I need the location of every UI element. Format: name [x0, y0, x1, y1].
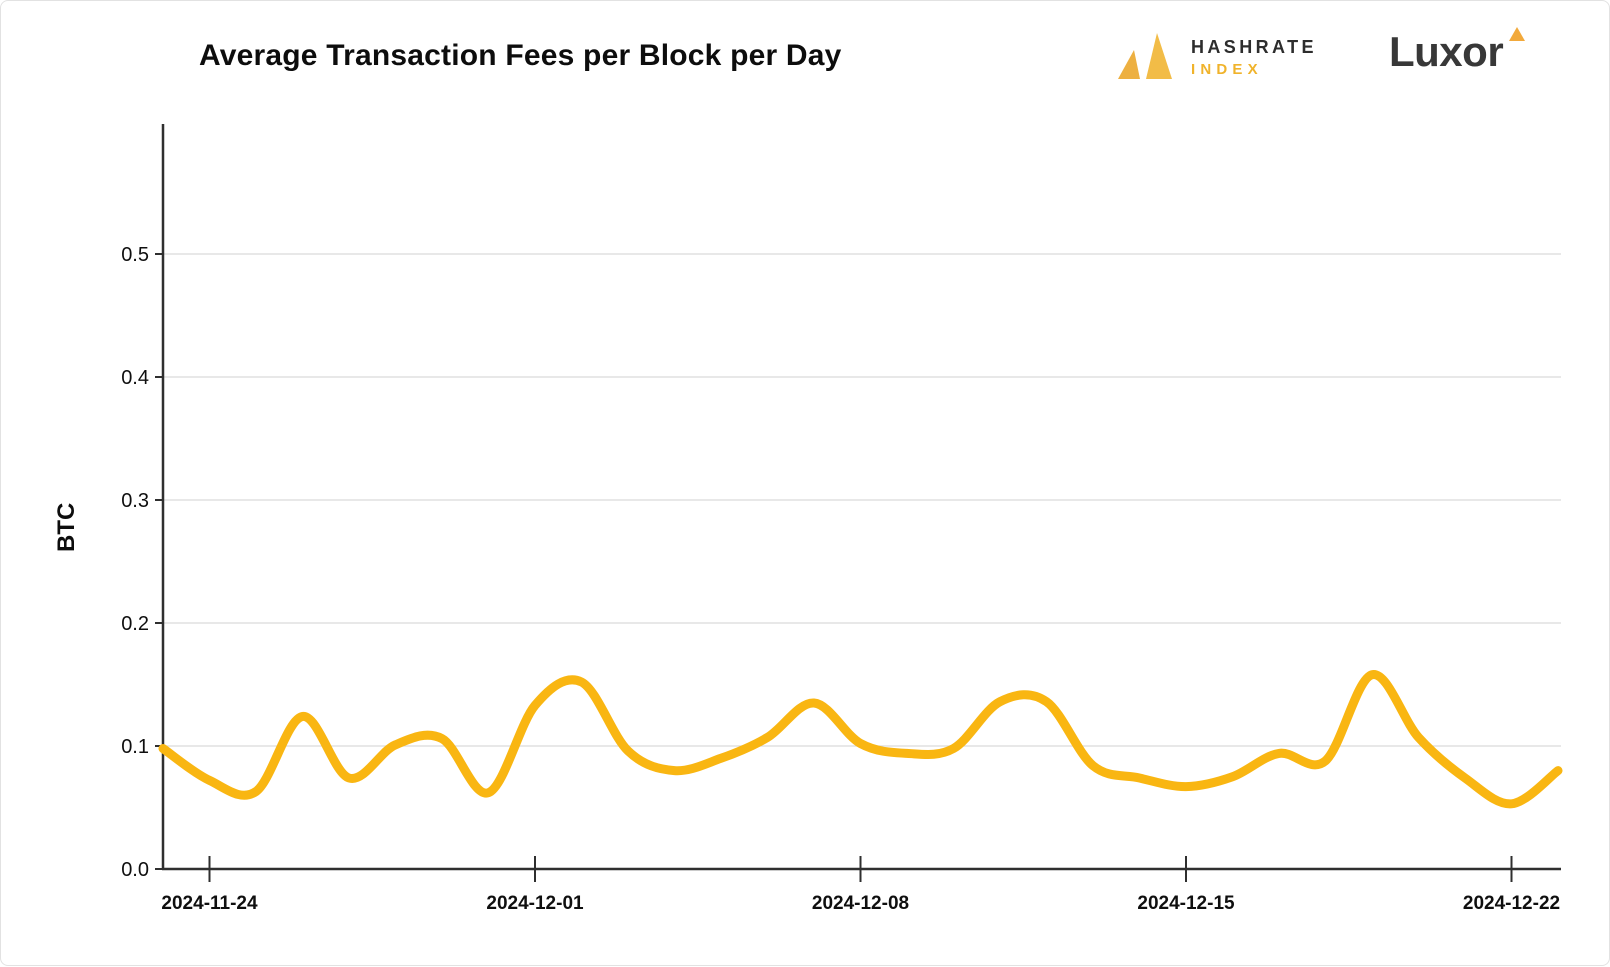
y-tick-label: 0.0 [121, 859, 149, 881]
luxor-logo: Luxor [1389, 27, 1526, 75]
index-wordmark-text: INDEX [1191, 60, 1263, 78]
x-tick-label: 2024-11-24 [161, 893, 258, 914]
luxor-triangle-icon [1509, 27, 1526, 41]
y-tick-label: 0.5 [121, 244, 149, 266]
x-tick-label: 2024-12-15 [1137, 893, 1235, 914]
hashrate-index-logo: HASHRATE INDEX [1113, 31, 1317, 83]
hashrate-wordmark-text: HASHRATE [1191, 36, 1317, 57]
y-tick-label: 0.1 [121, 736, 149, 758]
x-tick-label: 2024-12-22 [1463, 893, 1560, 914]
chart-title: Average Transaction Fees per Block per D… [199, 39, 842, 72]
luxor-wordmark-text: Luxor [1389, 28, 1504, 75]
y-tick-label: 0.4 [121, 367, 149, 389]
y-tick-label: 0.3 [121, 490, 149, 512]
hashrate-index-icon [1118, 33, 1172, 79]
x-tick-label: 2024-12-08 [812, 893, 909, 914]
y-tick-label: 0.2 [121, 613, 149, 635]
x-tick-label: 2024-12-01 [486, 893, 584, 914]
fees-series-line [158, 670, 1563, 809]
hashrate-index-wordmark: HASHRATE INDEX [1191, 38, 1317, 77]
